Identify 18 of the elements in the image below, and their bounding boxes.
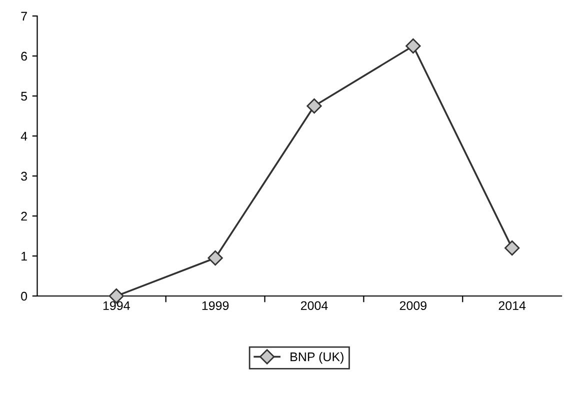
y-tick-label: 0 — [21, 292, 28, 301]
x-tick-label: 1994 — [103, 301, 130, 310]
y-tick-label: 2 — [21, 212, 27, 221]
x-tick-label: 2009 — [400, 301, 426, 310]
y-tick-label: 5 — [21, 92, 27, 101]
y-tick-label: 4 — [20, 132, 28, 141]
y-tick-label: 3 — [21, 172, 27, 181]
y-tick-label: 1 — [22, 252, 27, 261]
point — [208, 250, 223, 266]
x-tick-label: 2014 — [498, 301, 526, 310]
point — [306, 98, 322, 114]
point — [504, 240, 520, 256]
x-tick-label: 2004 — [300, 301, 328, 310]
y-tick-label: 7 — [21, 12, 27, 21]
legend-label: BNP (UK) — [290, 352, 344, 364]
x-tick-label: 1999 — [202, 301, 229, 310]
point — [406, 38, 421, 54]
y-tick-label: 6 — [21, 52, 27, 61]
